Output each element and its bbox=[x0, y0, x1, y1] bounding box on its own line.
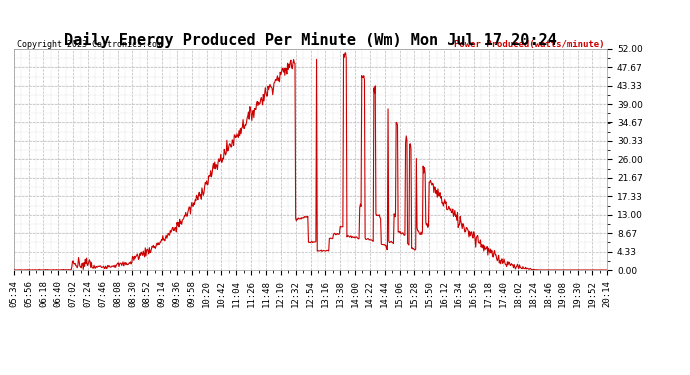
Text: Copyright 2023 Cartronics.com: Copyright 2023 Cartronics.com bbox=[17, 40, 161, 49]
Title: Daily Energy Produced Per Minute (Wm) Mon Jul 17 20:24: Daily Energy Produced Per Minute (Wm) Mo… bbox=[64, 32, 557, 48]
Text: Power Produced(watts/minute): Power Produced(watts/minute) bbox=[454, 40, 604, 49]
